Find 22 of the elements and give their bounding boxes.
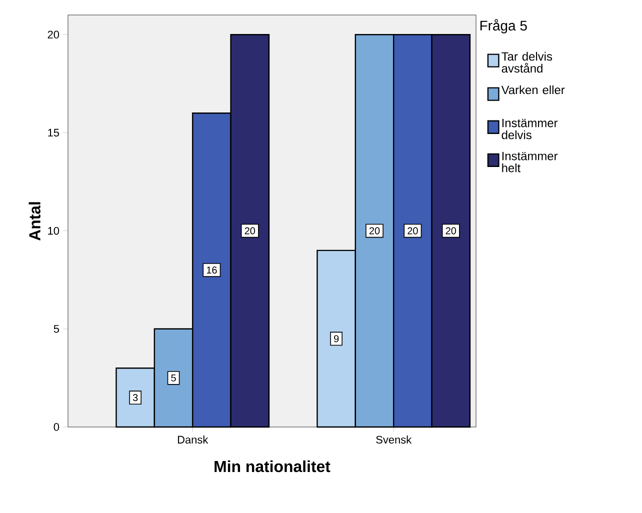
legend-label: Instämmer delvis — [502, 118, 558, 140]
data-label: 3 — [132, 394, 138, 402]
y-tick-label: 5 — [54, 325, 60, 333]
legend-label: Instämmer helt — [502, 152, 558, 172]
x-tick-label: Svensk — [376, 436, 412, 444]
y-tick-label: 15 — [48, 128, 60, 137]
legend-label: Tar delvis avstånd — [502, 52, 552, 73]
data-label: 5 — [171, 374, 176, 382]
legend-label: Varken eller — [501, 85, 565, 94]
x-axis-title: Min nationalitet — [214, 460, 330, 472]
data-label: 20 — [408, 227, 418, 234]
y-axis-title: Antal — [28, 202, 40, 241]
y-tick-label: 20 — [48, 30, 60, 38]
y-tick-label: 10 — [48, 226, 60, 235]
x-tick-label: Dansk — [178, 436, 208, 444]
data-label: 16 — [206, 266, 217, 274]
legend-title: Fråga 5 — [480, 19, 527, 34]
data-label: 20 — [244, 227, 256, 234]
y-tick-label: 0 — [54, 423, 60, 431]
data-label: 20 — [446, 227, 456, 234]
data-label: 9 — [334, 335, 339, 342]
data-label: 20 — [369, 227, 380, 234]
